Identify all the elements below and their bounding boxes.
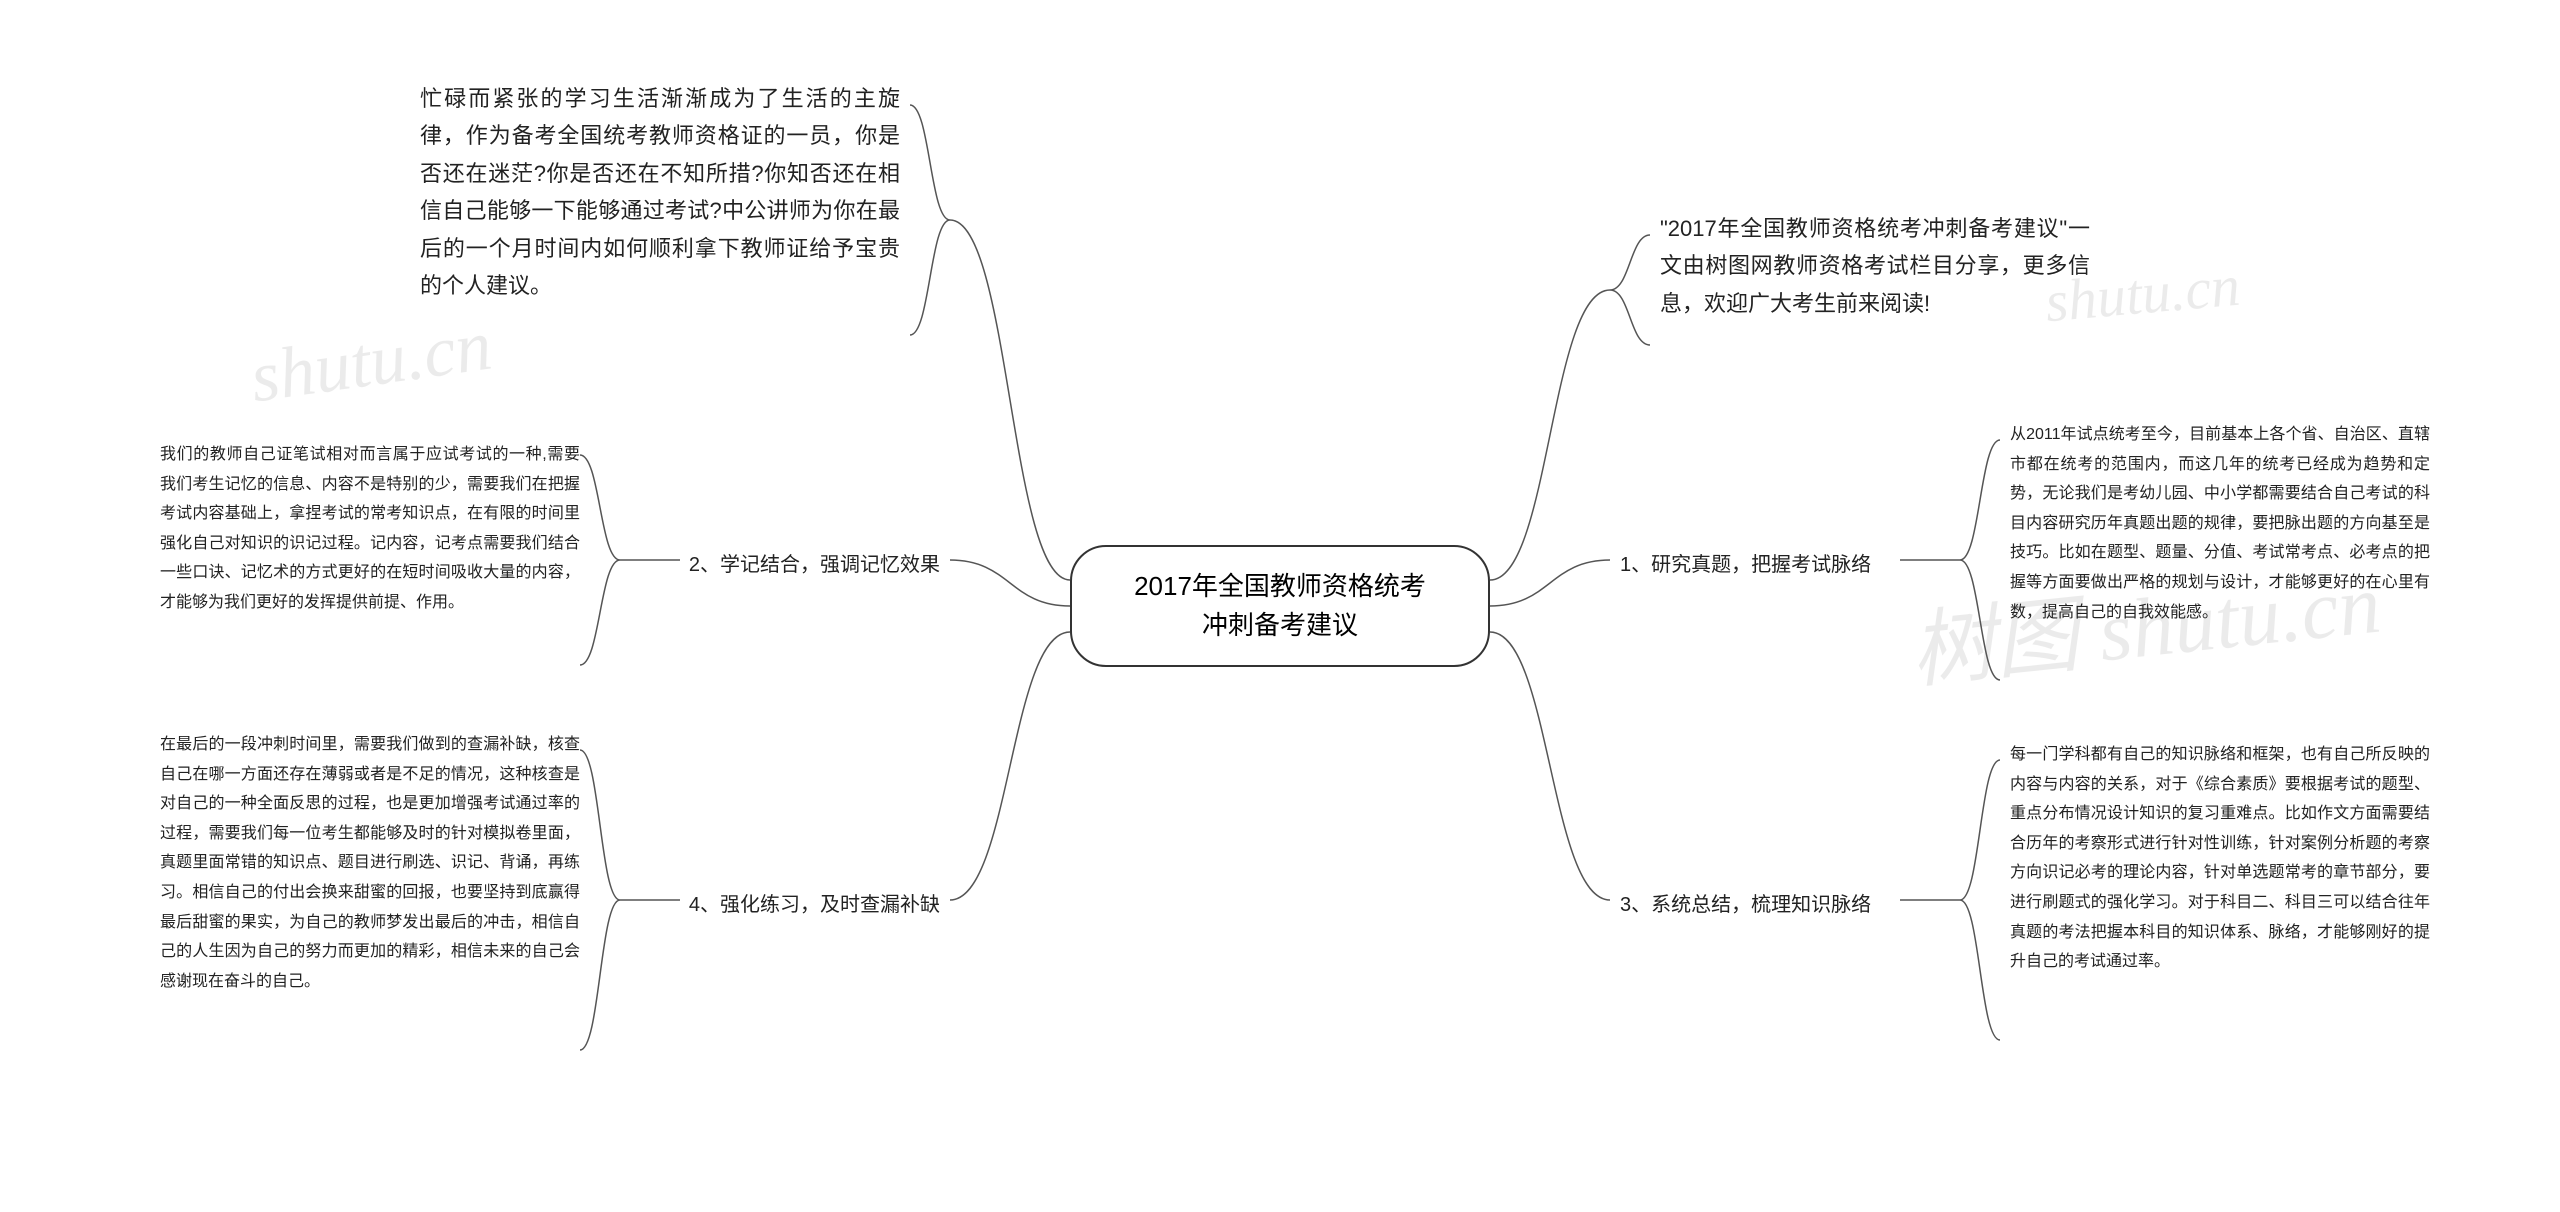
center-title-line1: 2017年全国教师资格统考 (1108, 567, 1452, 606)
watermark: shutu.cn (245, 304, 496, 420)
leaf-right-1: 从2011年试点统考至今，目前基本上各个省、自治区、直辖市都在统考的范围内，而这… (2010, 420, 2430, 627)
leaf-left-4: 在最后的一段冲刺时间里，需要我们做到的查漏补缺，核查自己在哪一方面还存在薄弱或者… (160, 730, 580, 996)
leaf-left-2: 我们的教师自己证笔试相对而言属于应试考试的一种,需要我们考生记忆的信息、内容不是… (160, 440, 580, 618)
leaf-right-3: 每一门学科都有自己的知识脉络和框架，也有自己所反映的内容与内容的关系，对于《综合… (2010, 740, 2430, 977)
branch-label-right-1: 1、研究真题，把握考试脉络 (1620, 548, 1871, 577)
center-title-line2: 冲刺备考建议 (1108, 606, 1452, 645)
mindmap-container: shutu.cn 树图 shutu.cn shutu.cn 2017年全 (0, 0, 2560, 1212)
branch-label-left-4: 4、强化练习，及时查漏补缺 (689, 888, 940, 917)
leaf-right-intro: "2017年全国教师资格统考冲刺备考建议"一文由树图网教师资格考试栏目分享，更多… (1660, 210, 2090, 322)
leaf-left-intro: 忙碌而紧张的学习生活渐渐成为了生活的主旋律，作为备考全国统考教师资格证的一员，你… (420, 80, 900, 304)
center-node: 2017年全国教师资格统考 冲刺备考建议 (1070, 545, 1490, 667)
branch-label-left-2: 2、学记结合，强调记忆效果 (689, 548, 940, 577)
branch-label-right-3: 3、系统总结，梳理知识脉络 (1620, 888, 1871, 917)
